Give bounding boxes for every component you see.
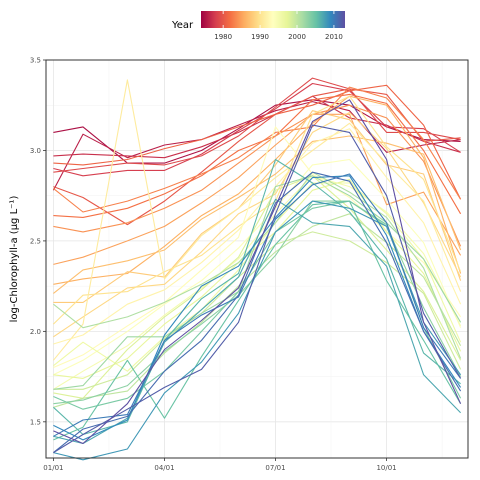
legend-ticks: 1980 1990 2000 2010 (214, 11, 343, 41)
x-tick-label: 04/01 (154, 464, 174, 472)
legend-tick-label: 1990 (251, 33, 269, 41)
series-line-1990 (53, 95, 462, 325)
series-lines (52, 77, 462, 461)
series-line-1977 (53, 95, 461, 159)
y-tick-label: 1.5 (30, 418, 41, 426)
legend-tick-label: 1980 (214, 33, 232, 41)
series-line-2008 (53, 200, 462, 461)
x-axis: 01/01 04/01 07/01 10/01 (43, 458, 397, 472)
series-line-1994 (53, 158, 462, 376)
legend-tick-label: 2000 (288, 33, 306, 41)
y-tick-label: 2.0 (30, 328, 41, 336)
series-line-1975 (53, 99, 461, 164)
y-tick-label: 3.0 (30, 147, 41, 155)
series-line-1978 (53, 82, 461, 177)
series-line-2013 (53, 99, 462, 445)
series-line-2012 (53, 124, 462, 454)
series-line-2010 (53, 173, 462, 437)
series-line-1982 (53, 93, 462, 218)
series-line-1987 (53, 135, 462, 294)
series-line-1985 (53, 113, 462, 265)
legend-tick-label: 2010 (325, 33, 343, 41)
series-line-1988 (53, 110, 462, 303)
panel-border (45, 59, 469, 459)
series-line-1980 (53, 88, 461, 226)
series-line-1991 (52, 79, 462, 361)
series-line-1976 (52, 101, 461, 191)
series-line-1984 (53, 104, 462, 247)
legend: Year 1980 1990 2000 2010 (171, 11, 345, 41)
legend-colorbar (201, 11, 345, 28)
y-tick-label: 2.5 (30, 237, 41, 245)
series-line-2009 (53, 175, 462, 441)
x-tick-label: 07/01 (265, 464, 285, 472)
series-line-1995 (53, 175, 462, 390)
series-line-1981 (53, 84, 462, 200)
x-tick-label: 01/01 (43, 464, 63, 472)
y-tick-label: 3.5 (30, 57, 41, 65)
series-line-1983 (53, 86, 462, 213)
legend-title: Year (171, 20, 194, 31)
series-line-1979 (53, 77, 461, 173)
y-axis-title: log-Chlorophyll-a (µg L⁻¹) (9, 196, 20, 323)
plot-panel (45, 59, 469, 461)
series-line-1993 (53, 126, 462, 369)
series-line-2011 (53, 171, 462, 454)
y-axis: 1.5 2.0 2.5 3.0 3.5 (30, 57, 46, 426)
series-line-2007 (53, 198, 461, 445)
x-tick-label: 10/01 (376, 464, 396, 472)
series-line-1986 (53, 95, 462, 285)
